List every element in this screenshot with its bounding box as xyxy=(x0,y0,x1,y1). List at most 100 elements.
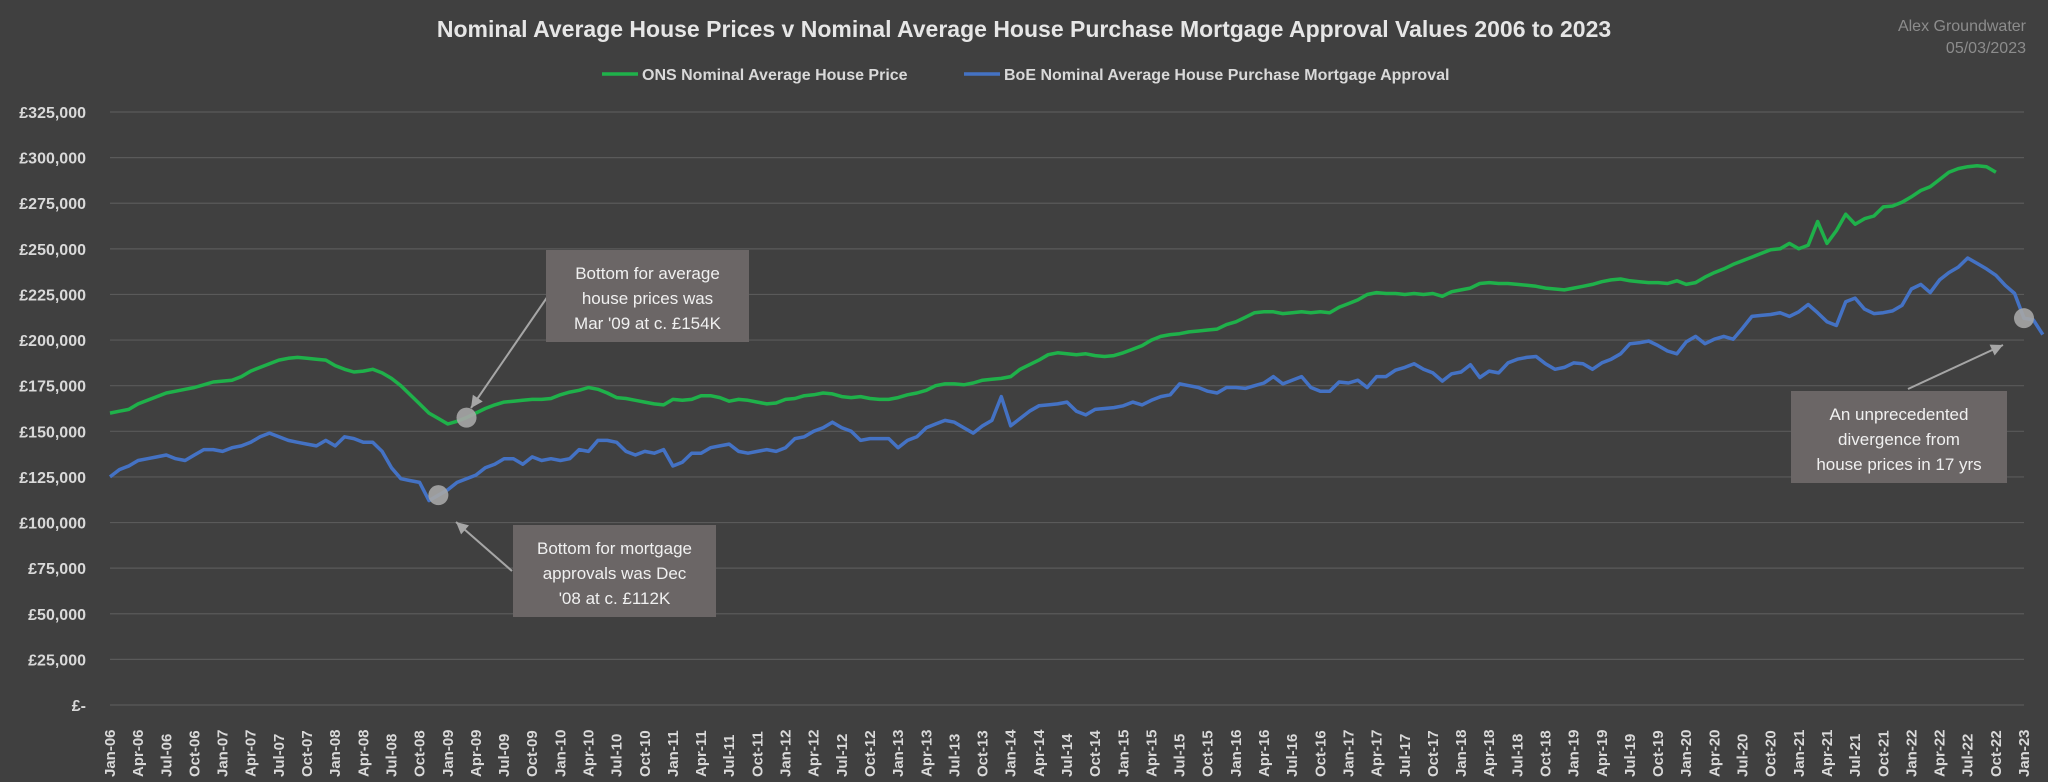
y-tick-label: £25,000 xyxy=(28,652,86,669)
annotation-box xyxy=(513,525,716,617)
x-tick-label: Oct-07 xyxy=(299,730,316,777)
annotation-marker xyxy=(456,407,477,428)
x-tick-label: Apr-18 xyxy=(1481,729,1498,777)
x-axis-ticks: Jan-06 Apr-06 Jul-06 Oct-06 Jan-07 Apr-07 Jul-… xyxy=(102,729,2033,777)
x-tick-label: Jul-19 xyxy=(1622,734,1639,777)
annotation-text: An unprecedented xyxy=(1830,405,1969,424)
x-tick-label: Jan-07 xyxy=(215,729,232,777)
series-lines xyxy=(108,164,2045,503)
annotation-box xyxy=(546,250,749,342)
x-tick-label: Jan-18 xyxy=(1453,729,1470,777)
x-tick-label: Jan-06 xyxy=(102,729,119,777)
annotation-text: '08 at c. £112K xyxy=(559,589,671,608)
arrow-head xyxy=(1989,344,2003,356)
x-tick-label: Jul-18 xyxy=(1509,734,1526,777)
x-tick-label: Jan-08 xyxy=(327,729,344,777)
x-tick-label: Apr-16 xyxy=(1256,729,1273,777)
house-price-line xyxy=(109,164,1997,426)
x-tick-label: Jul-09 xyxy=(496,734,513,777)
legend-label: BoE Nominal Average House Purchase Mortg… xyxy=(1004,67,1449,84)
x-tick-label: Jul-12 xyxy=(834,734,851,777)
x-tick-label: Apr-22 xyxy=(1932,729,1949,777)
y-tick-label: £175,000 xyxy=(19,379,86,396)
x-tick-label: Oct-13 xyxy=(975,730,992,777)
annotation-text: divergence from xyxy=(1838,430,1960,449)
author-name: Alex Groundwater xyxy=(1898,18,2027,35)
x-tick-label: Jul-20 xyxy=(1735,734,1752,777)
x-tick-label: Apr-17 xyxy=(1369,729,1386,777)
annotation-text: house prices was xyxy=(582,289,713,308)
x-tick-label: Jan-11 xyxy=(665,730,682,777)
x-tick-label: Oct-09 xyxy=(524,730,541,777)
annotation-arrow xyxy=(1907,344,2004,390)
x-tick-label: Jul-11 xyxy=(721,734,738,777)
x-tick-label: Oct-06 xyxy=(186,730,203,777)
x-tick-label: Jul-10 xyxy=(609,734,626,777)
x-tick-label: Jul-14 xyxy=(1059,733,1076,777)
y-tick-label: £50,000 xyxy=(28,607,86,624)
x-tick-label: Jan-15 xyxy=(1115,729,1132,777)
x-tick-label: Apr-15 xyxy=(1143,729,1160,777)
annotation-text: Mar '09 at c. £154K xyxy=(574,314,722,333)
x-tick-label: Oct-12 xyxy=(862,730,879,777)
annotation-text: Bottom for mortgage xyxy=(537,539,692,558)
x-tick-label: Apr-14 xyxy=(1031,729,1048,777)
x-tick-label: Jan-21 xyxy=(1791,729,1808,777)
y-tick-label: £275,000 xyxy=(19,196,86,213)
x-tick-label: Apr-10 xyxy=(581,729,598,777)
x-tick-label: Apr-08 xyxy=(355,729,372,777)
x-tick-label: Jan-16 xyxy=(1228,729,1245,777)
x-tick-label: Jan-22 xyxy=(1903,729,1920,777)
annotation-marker xyxy=(2014,308,2034,329)
y-tick-label: £125,000 xyxy=(19,470,86,487)
annotations: Bottom for average house prices was Mar '0… xyxy=(428,250,2034,617)
y-tick-label: £225,000 xyxy=(19,287,86,304)
x-tick-label: Jan-23 xyxy=(2016,729,2033,777)
x-tick-label: Jan-17 xyxy=(1340,729,1357,777)
x-tick-label: Oct-22 xyxy=(1988,730,2005,777)
y-tick-label: £250,000 xyxy=(19,242,86,259)
gridlines xyxy=(110,111,2024,706)
x-tick-label: Apr-19 xyxy=(1594,729,1611,777)
x-tick-label: Jan-19 xyxy=(1566,729,1583,777)
y-tick-label: £75,000 xyxy=(28,561,86,578)
y-tick-label: £325,000 xyxy=(19,105,86,122)
x-tick-label: Jan-13 xyxy=(890,729,907,777)
x-tick-label: Apr-11 xyxy=(693,730,710,777)
annotation-text: approvals was Dec xyxy=(543,564,687,583)
x-tick-label: Apr-13 xyxy=(918,729,935,777)
x-tick-label: Jan-14 xyxy=(1003,729,1020,777)
x-tick-label: Jul-13 xyxy=(946,734,963,777)
annotation-marker xyxy=(428,485,449,506)
chart-date: 05/03/2023 xyxy=(1946,40,2026,57)
x-tick-label: Jul-17 xyxy=(1397,734,1414,777)
x-tick-label: Jul-08 xyxy=(383,734,400,777)
x-tick-label: Oct-17 xyxy=(1425,730,1442,777)
x-tick-label: Oct-19 xyxy=(1650,730,1667,777)
x-tick-label: Jul-07 xyxy=(271,734,288,777)
y-tick-label: £300,000 xyxy=(19,151,86,168)
x-tick-label: Oct-08 xyxy=(412,730,429,777)
x-tick-label: Jul-06 xyxy=(158,734,175,777)
x-tick-label: Jul-15 xyxy=(1172,734,1189,777)
x-tick-label: Jan-12 xyxy=(778,729,795,777)
x-tick-label: Oct-14 xyxy=(1087,730,1104,777)
x-tick-label: Apr-12 xyxy=(806,729,823,777)
y-tick-label: £- xyxy=(72,698,86,715)
x-tick-label: Oct-15 xyxy=(1200,730,1217,777)
x-tick-label: Oct-21 xyxy=(1875,730,1892,777)
annotation-box xyxy=(1791,391,2007,483)
arrow-head xyxy=(456,522,469,535)
x-tick-label: Apr-09 xyxy=(468,729,485,777)
x-tick-label: Jan-20 xyxy=(1678,729,1695,777)
x-tick-label: Jan-09 xyxy=(440,729,457,777)
x-tick-label: Apr-21 xyxy=(1819,729,1836,777)
annotation-text: house prices in 17 yrs xyxy=(1816,455,1981,474)
annotation-text: Bottom for average xyxy=(575,264,720,283)
x-tick-label: Apr-07 xyxy=(243,729,260,777)
x-tick-label: Oct-20 xyxy=(1763,730,1780,777)
x-tick-label: Jan-10 xyxy=(552,729,569,777)
x-tick-label: Jul-16 xyxy=(1284,734,1301,777)
legend-label: ONS Nominal Average House Price xyxy=(642,67,908,84)
